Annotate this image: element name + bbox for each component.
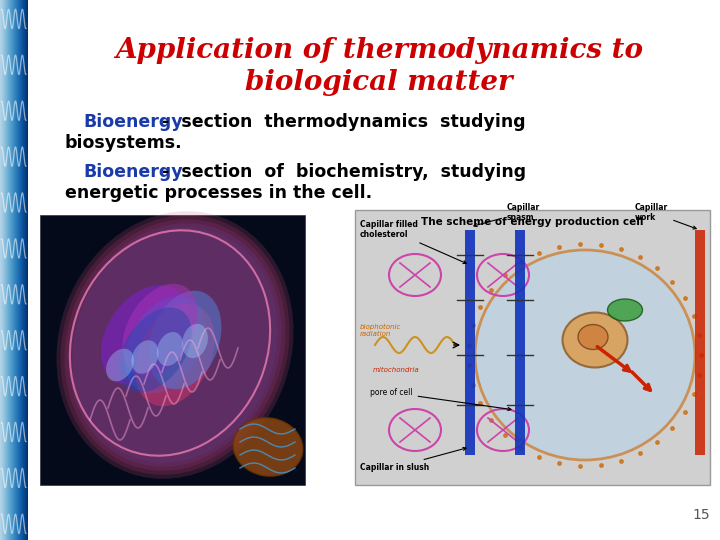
- Ellipse shape: [73, 227, 277, 463]
- Text: Capillar in slush: Capillar in slush: [360, 447, 466, 472]
- Text: Capillar
work: Capillar work: [635, 202, 696, 229]
- Ellipse shape: [182, 324, 208, 358]
- Text: The scheme of energy production cell: The scheme of energy production cell: [421, 217, 644, 227]
- Ellipse shape: [562, 313, 628, 368]
- Ellipse shape: [101, 285, 189, 385]
- Ellipse shape: [148, 291, 222, 389]
- Text: 15: 15: [693, 508, 710, 522]
- Ellipse shape: [233, 418, 303, 476]
- Ellipse shape: [475, 250, 695, 460]
- Bar: [515, 230, 525, 455]
- Text: mitochondria: mitochondria: [373, 367, 420, 373]
- Bar: [230, 410, 305, 480]
- Ellipse shape: [132, 340, 158, 374]
- Ellipse shape: [135, 303, 215, 406]
- Text: biosystems.: biosystems.: [65, 134, 183, 152]
- Ellipse shape: [106, 349, 134, 381]
- Ellipse shape: [56, 211, 294, 479]
- Ellipse shape: [118, 307, 192, 393]
- Bar: [465, 230, 475, 455]
- Ellipse shape: [68, 223, 282, 467]
- Bar: [40, 215, 305, 485]
- Ellipse shape: [608, 299, 642, 321]
- Ellipse shape: [578, 325, 608, 349]
- Text: Capillar
spasm: Capillar spasm: [474, 202, 540, 227]
- Text: -  section  thermodynamics  studying: - section thermodynamics studying: [156, 113, 526, 131]
- Ellipse shape: [65, 219, 286, 471]
- Ellipse shape: [125, 296, 205, 394]
- Text: biophotonic
radiation: biophotonic radiation: [360, 323, 401, 336]
- Text: -  section  of  biochemistry,  studying: - section of biochemistry, studying: [156, 163, 526, 181]
- Text: Bioenergy: Bioenergy: [83, 163, 183, 181]
- Text: Application of thermodynamics to: Application of thermodynamics to: [115, 37, 643, 64]
- Text: energetic processes in the cell.: energetic processes in the cell.: [65, 184, 372, 202]
- Bar: [695, 230, 705, 455]
- Text: Capillar filled
cholesterol: Capillar filled cholesterol: [360, 220, 467, 264]
- Text: Bioenergy: Bioenergy: [83, 113, 183, 131]
- Bar: [355, 210, 710, 485]
- Ellipse shape: [60, 215, 289, 475]
- Text: biological matter: biological matter: [246, 69, 513, 96]
- Ellipse shape: [122, 284, 198, 376]
- Ellipse shape: [157, 332, 183, 366]
- Text: pore of cell: pore of cell: [370, 388, 511, 410]
